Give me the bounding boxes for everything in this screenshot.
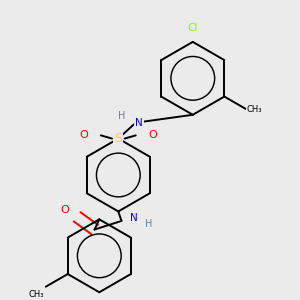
Text: O: O	[79, 130, 88, 140]
Text: H: H	[118, 111, 125, 121]
Text: H: H	[145, 219, 152, 229]
Text: N: N	[135, 118, 143, 128]
Text: N: N	[130, 213, 138, 223]
Text: O: O	[60, 206, 69, 215]
Text: Cl: Cl	[188, 22, 198, 33]
Text: CH₃: CH₃	[247, 105, 262, 114]
Text: S: S	[114, 132, 122, 145]
Text: CH₃: CH₃	[28, 290, 44, 299]
Text: O: O	[149, 130, 158, 140]
